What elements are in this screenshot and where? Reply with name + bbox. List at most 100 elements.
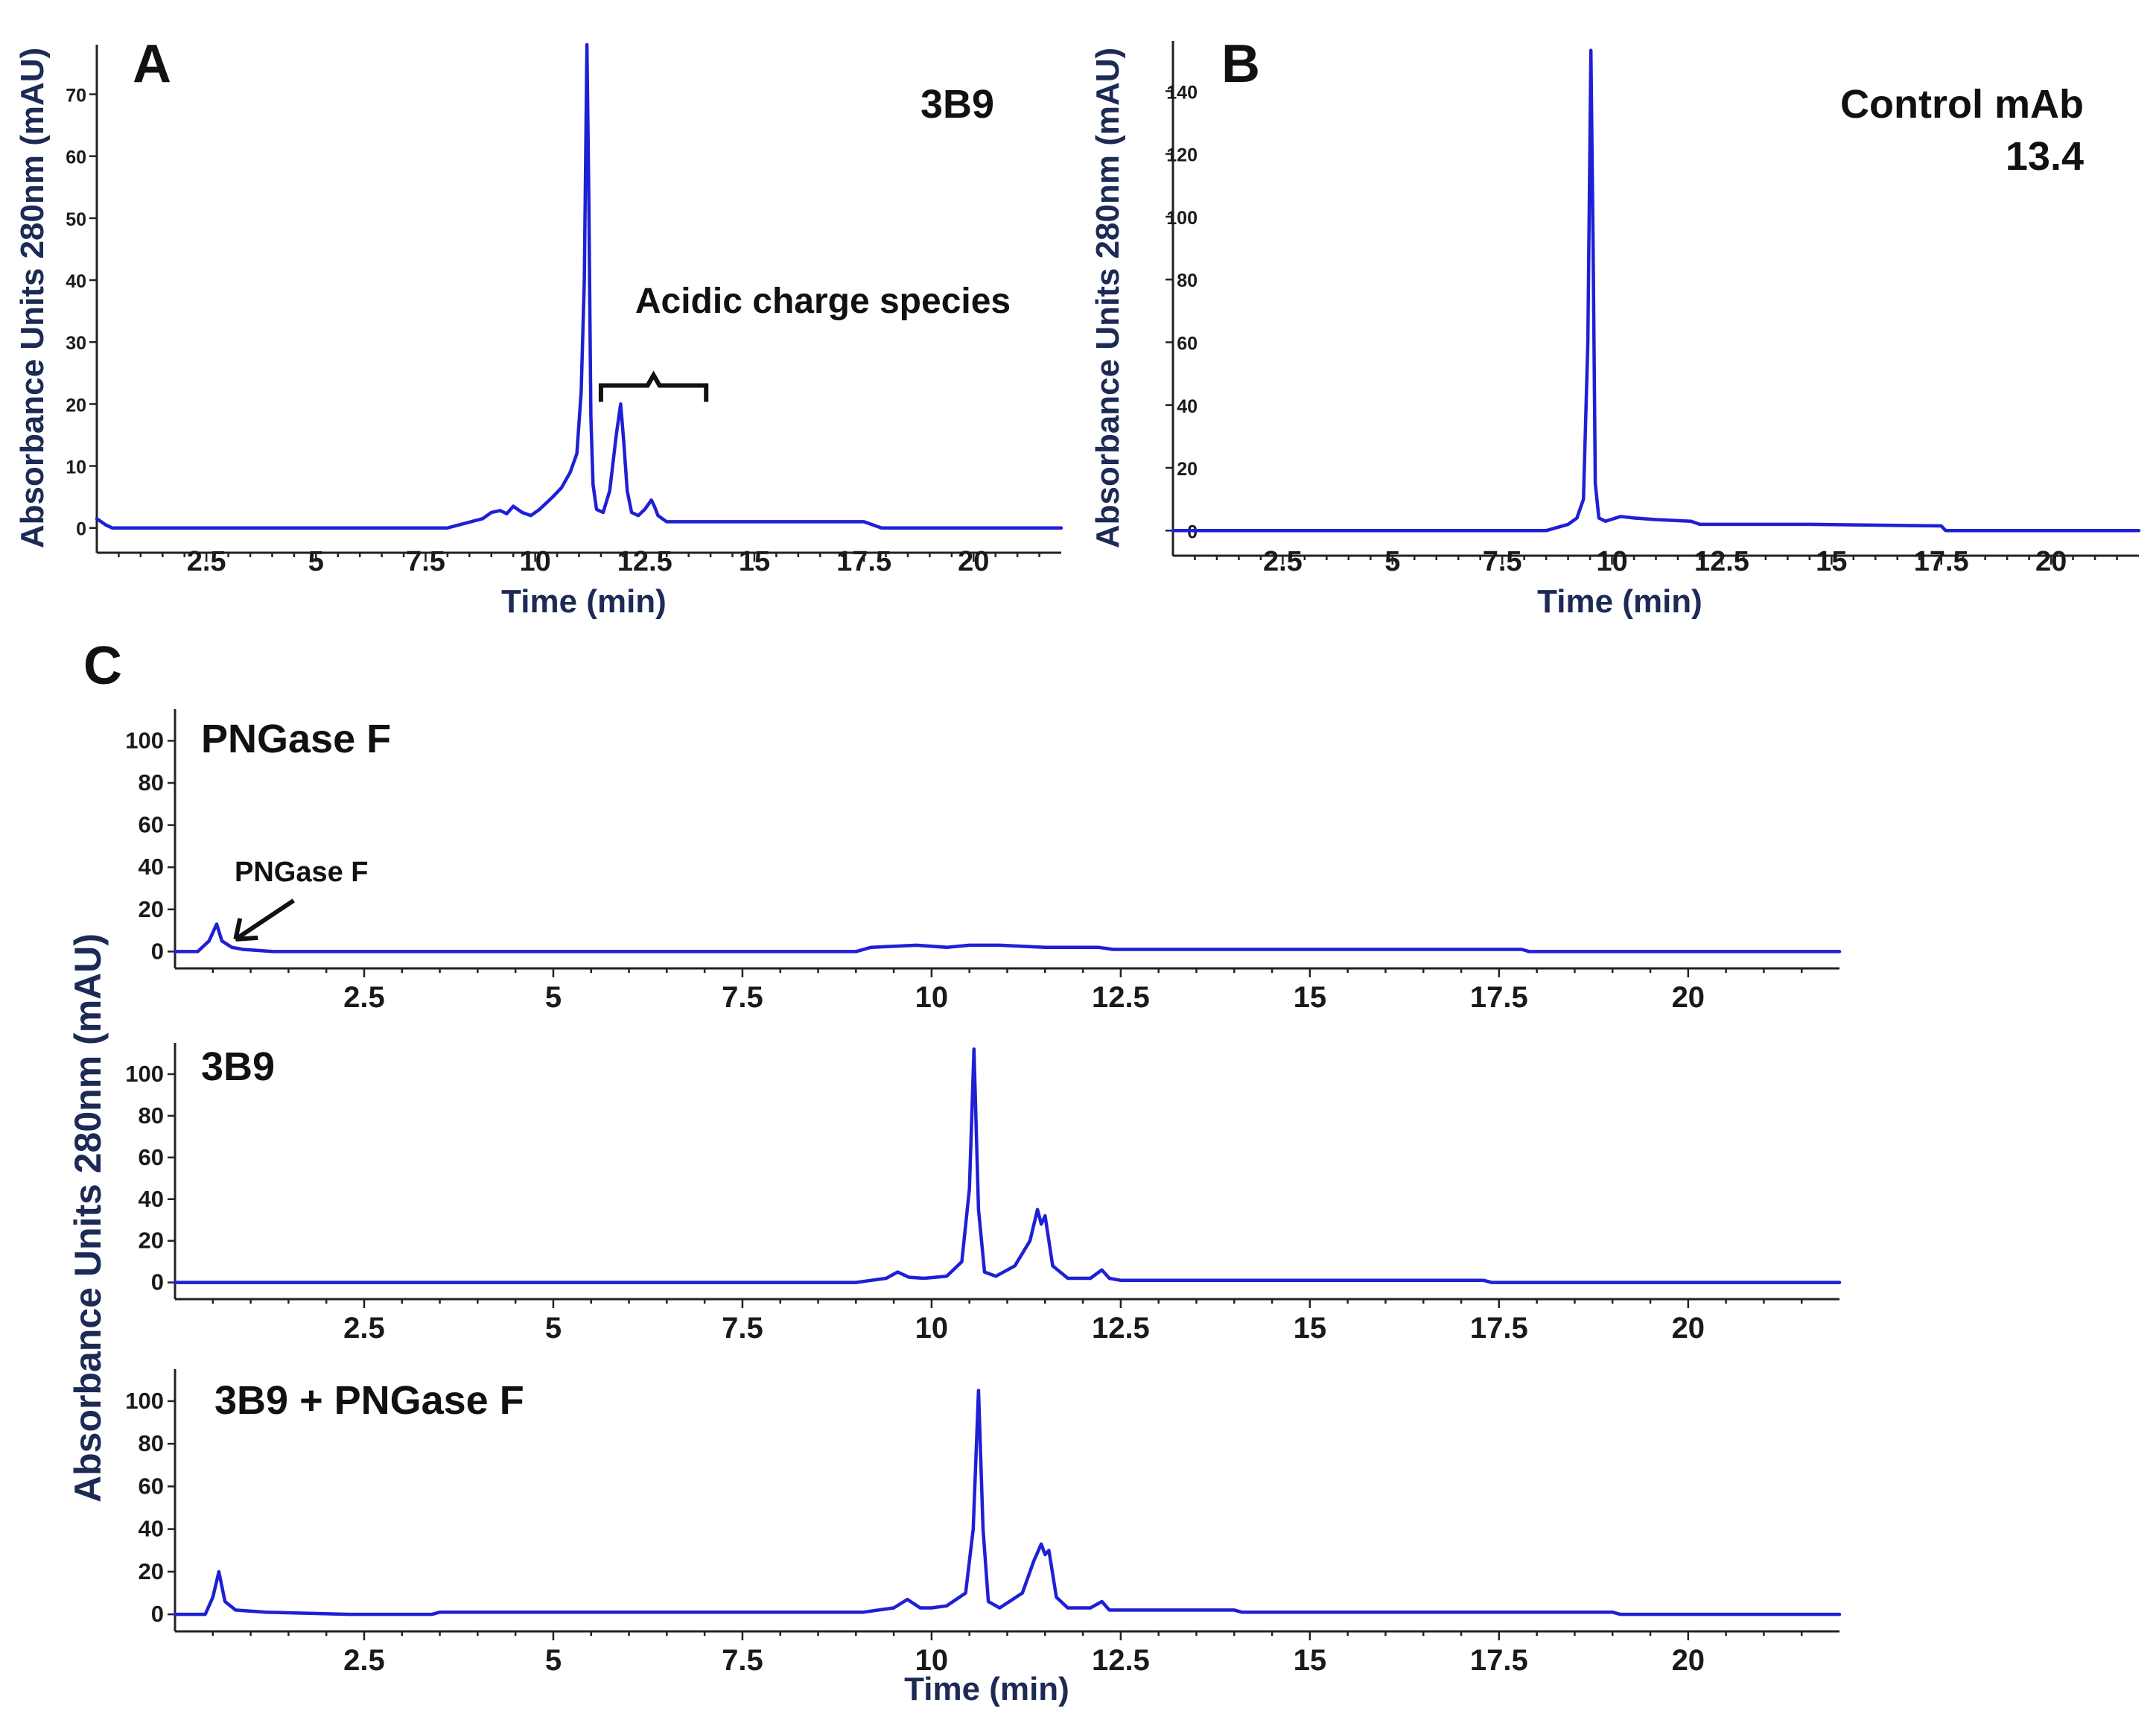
x-tick-label: 17.5	[1470, 981, 1528, 1014]
tickmarks-b	[1166, 90, 2118, 565]
y-tick-label: 60	[139, 1144, 164, 1170]
y-axis-label-b: Absorbance Units 280nm (mAU)	[1090, 48, 1126, 548]
x-tick-label: 10	[915, 1312, 949, 1345]
y-tick-label: 60	[1177, 333, 1198, 354]
x-ticks-a: 2.5 5 7.5 10 12.5 15 17.5 20	[187, 546, 990, 577]
y-tick-label: 100	[125, 1061, 164, 1087]
y-tick-label: 60	[139, 812, 164, 838]
y-tick-label: 100	[1166, 208, 1198, 229]
arrow-icon	[233, 898, 295, 942]
panel-c-3b9: 3B9 2.5 5 7.5 10 12.5 15 17.5 20 0 20 40…	[125, 1043, 1842, 1345]
sample-label-control-line1: Control mAb	[1840, 82, 2084, 127]
y-tick-label: 80	[139, 1430, 164, 1456]
trace-3b9-plus-pngase-f	[173, 1389, 1842, 1616]
y-tick-label: 40	[139, 854, 164, 880]
sample-label-3b9-c: 3B9	[201, 1044, 275, 1089]
x-ticks-c1: 2.5 5 7.5 10 12.5 15 17.5 20	[343, 981, 1705, 1014]
y-tick-label: 80	[139, 1102, 164, 1129]
tickmarks-c2	[168, 1073, 1803, 1308]
y-tick-label: 20	[139, 1558, 164, 1584]
y-axis-label-c: Absorbance Units 280nm (mAU)	[67, 933, 109, 1503]
y-tick-label: 60	[66, 147, 86, 168]
y-tick-label: 20	[139, 1228, 164, 1254]
y-axis-label-a: Absorbance Units 280nm (mAU)	[14, 48, 51, 548]
y-tick-label: 10	[66, 457, 86, 478]
trace-3b9-a	[95, 42, 1063, 530]
y-tick-label: 0	[76, 519, 86, 540]
x-tick-label: 20	[1672, 1644, 1705, 1677]
panel-letter-b: B	[1221, 34, 1260, 94]
y-tick-label: 50	[66, 209, 86, 230]
panel-c-pngase-f: PNGase F 2.5 5 7.5 10 12.5 15 17.5 20 0 …	[125, 709, 1842, 1014]
acidic-species-annotation: Acidic charge species	[635, 282, 1011, 321]
tickmarks-a	[89, 93, 1040, 562]
x-tick-label: 17.5	[1470, 1644, 1528, 1677]
x-axis-label-c: Time (min)	[904, 1671, 1069, 1707]
y-tick-label: 40	[139, 1516, 164, 1542]
x-tick-label: 2.5	[343, 1312, 385, 1345]
tickmarks-c3	[168, 1400, 1803, 1640]
x-tick-label: 15	[1294, 981, 1327, 1014]
trace-3b9-c	[173, 1047, 1842, 1284]
x-ticks-c2: 2.5 5 7.5 10 12.5 15 17.5 20	[343, 1312, 1705, 1345]
panel-a: A 3B9 Absorbance Units 280nm (mAU) Time …	[14, 34, 1063, 620]
y-tick-label: 80	[139, 770, 164, 796]
y-tick-label: 120	[1166, 145, 1198, 166]
y-ticks-c3: 0 20 40 60 80 100	[125, 1388, 164, 1627]
x-tick-label: 5	[545, 1644, 562, 1677]
y-tick-label: 70	[66, 86, 86, 107]
x-tick-label: 12.5	[1092, 981, 1150, 1014]
x-tick-label: 12.5	[1092, 1312, 1150, 1345]
x-tick-label: 7.5	[722, 981, 763, 1014]
x-tick-label: 12.5	[1092, 1644, 1150, 1677]
y-tick-label: 140	[1166, 82, 1198, 103]
y-ticks-c2: 0 20 40 60 80 100	[125, 1061, 164, 1295]
y-ticks-b: 0 20 40 60 80 100 120 140	[1166, 82, 1198, 542]
y-tick-label: 0	[151, 938, 164, 964]
y-tick-label: 20	[1177, 459, 1198, 480]
y-tick-label: 100	[125, 727, 164, 753]
sample-label-3b9-a: 3B9	[920, 82, 994, 127]
x-tick-label: 17.5	[1470, 1312, 1528, 1345]
y-tick-label: 40	[1177, 396, 1198, 417]
trace-control-mab-b	[1171, 48, 2141, 533]
tickmarks-c1	[168, 740, 1803, 977]
x-tick-label: 10	[915, 1644, 949, 1677]
x-ticks-b: 2.5 5 7.5 10 12.5 15 17.5 20	[1263, 546, 2067, 577]
x-ticks-c3: 2.5 5 7.5 10 12.5 15 17.5 20	[343, 1644, 1705, 1677]
x-tick-label: 5	[545, 981, 562, 1014]
y-ticks-c1: 0 20 40 60 80 100	[125, 727, 164, 964]
x-tick-label: 7.5	[722, 1644, 763, 1677]
pngase-f-peak-annotation: PNGase F	[235, 857, 369, 888]
sample-label-control-line2: 13.4	[2006, 134, 2084, 179]
panel-letter-c: C	[83, 636, 122, 696]
acidic-species-bracket	[598, 370, 709, 402]
x-tick-label: 15	[1294, 1644, 1327, 1677]
trace-pngase-f	[173, 922, 1842, 953]
y-tick-label: 0	[151, 1269, 164, 1295]
x-tick-label: 2.5	[343, 981, 385, 1014]
y-tick-label: 40	[139, 1186, 164, 1212]
sample-label-3b9-plus-pngase-f: 3B9 + PNGase F	[214, 1378, 524, 1423]
x-tick-label: 7.5	[722, 1312, 763, 1345]
y-tick-label: 100	[125, 1388, 164, 1414]
y-tick-label: 20	[139, 896, 164, 922]
y-tick-label: 80	[1177, 270, 1198, 291]
y-tick-label: 20	[66, 395, 86, 416]
y-tick-label: 30	[66, 333, 86, 354]
x-tick-label: 20	[1672, 1312, 1705, 1345]
x-axis-label-b: Time (min)	[1537, 583, 1702, 620]
x-tick-label: 20	[1672, 981, 1705, 1014]
sample-label-pngase-f: PNGase F	[201, 717, 391, 761]
y-tick-label: 0	[151, 1601, 164, 1627]
y-ticks-a: 0 10 20 30 40 50 60 70	[66, 86, 86, 540]
panel-c-3b9-pngase-f: 3B9 + PNGase F 2.5 5 7.5 10 12.5 15 17.5…	[125, 1369, 1842, 1707]
x-axis-label-a: Time (min)	[501, 583, 667, 620]
y-tick-label: 40	[66, 271, 86, 292]
x-tick-label: 10	[915, 981, 949, 1014]
x-tick-label: 2.5	[343, 1644, 385, 1677]
panel-letter-a: A	[133, 34, 171, 94]
panel-b: B Control mAb 13.4 Absorbance Units 280n…	[1090, 34, 2141, 620]
y-tick-label: 60	[139, 1473, 164, 1499]
